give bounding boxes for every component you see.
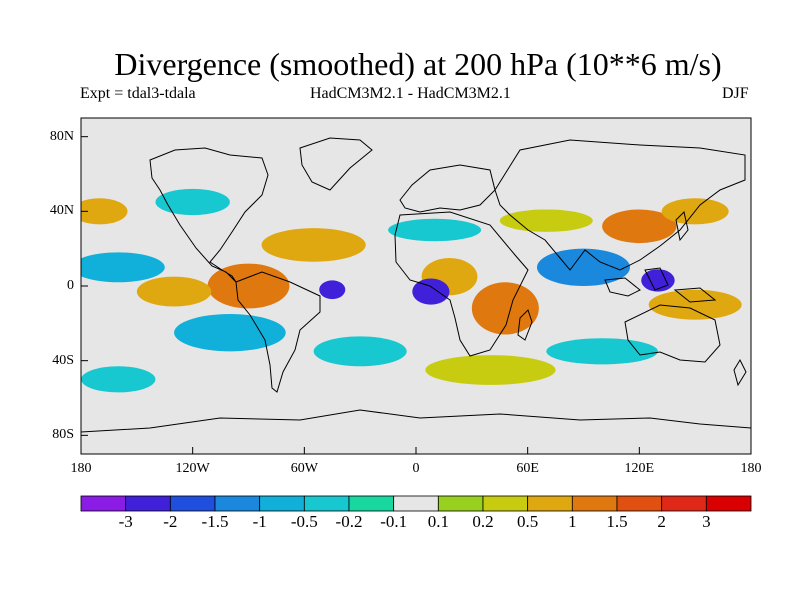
colorbar-label: -0.1 [380, 512, 408, 531]
lat-tick-label: 0 [67, 278, 74, 293]
field-blob [412, 278, 450, 305]
tick-marks [80, 136, 752, 454]
field-blob [471, 282, 539, 335]
colorbar-label: 2 [657, 512, 666, 531]
colorbar-label: -1 [252, 512, 267, 531]
colorbar-swatch [437, 495, 484, 512]
chart-title: Divergence (smoothed) at 200 hPa (10**6 … [114, 46, 722, 82]
colorbar-label: 3 [702, 512, 711, 531]
field-blob [136, 276, 212, 307]
model-label: HadCM3M2.1 - HadCM3M2.1 [310, 85, 511, 102]
field-blob [207, 263, 290, 309]
colorbar-label: 1 [568, 512, 577, 531]
lon-tick-label: 60E [516, 461, 539, 476]
field-blob [425, 355, 556, 385]
field-blob [388, 218, 482, 242]
field-blob [81, 252, 165, 283]
colorbar-label: 0.1 [427, 512, 449, 531]
lat-tick-label: 40N [49, 203, 74, 219]
field-blob [536, 248, 631, 286]
colorbar-swatch [348, 495, 395, 512]
colorbar-swatch [125, 495, 171, 512]
field-blob [546, 338, 658, 365]
colorbar-swatch [616, 495, 663, 512]
colorbar-swatch [482, 495, 529, 512]
colorbar-label: -2 [163, 512, 178, 531]
colorbar [80, 495, 752, 512]
colorbar-swatch [705, 495, 752, 512]
colorbar-swatch [214, 495, 261, 512]
colorbar-label: 1.5 [606, 512, 628, 531]
colorbar-swatch [571, 495, 618, 512]
field-blob [174, 314, 286, 352]
field-blob [499, 209, 593, 232]
colorbar-label: -0.5 [290, 512, 318, 531]
experiment-label: Expt = tdal3-tdala [80, 85, 196, 102]
lon-tick-label: 120E [624, 461, 655, 476]
colorbar-swatch [527, 495, 573, 512]
lon-tick-label: 120W [175, 461, 210, 476]
divergence-field [81, 188, 742, 393]
colorbar-label: 0.2 [472, 512, 494, 531]
field-blob [81, 366, 156, 393]
field-blob [81, 198, 128, 225]
field-blob [261, 228, 366, 262]
colorbar-swatch [661, 495, 707, 512]
lat-tick-label: 80S [52, 427, 74, 443]
colorbar-swatch [169, 495, 216, 512]
field-blob [313, 336, 407, 367]
field-blob [319, 280, 346, 300]
lon-tick-label: 180 [70, 461, 92, 476]
lon-tick-label: 60W [290, 461, 318, 476]
colorbar-label: -0.2 [335, 512, 363, 531]
field-blob [602, 209, 677, 244]
lat-tick-label: 80N [49, 128, 74, 144]
colorbar-label: 0.5 [517, 512, 539, 531]
colorbar-swatch [303, 495, 350, 512]
lat-tick-label: 40S [52, 352, 74, 368]
colorbar-label: -1.5 [201, 512, 229, 531]
colorbar-swatch [80, 495, 127, 512]
field-blob [648, 289, 742, 320]
lon-tick-label: 0 [412, 461, 420, 476]
coastlines [81, 137, 751, 433]
colorbar-label: -3 [118, 512, 133, 531]
lon-tick-label: 180 [740, 461, 762, 476]
colorbar-swatch [259, 495, 305, 512]
colorbar-swatch [393, 495, 439, 512]
season-label: DJF [722, 85, 749, 102]
field-blob [155, 188, 230, 216]
